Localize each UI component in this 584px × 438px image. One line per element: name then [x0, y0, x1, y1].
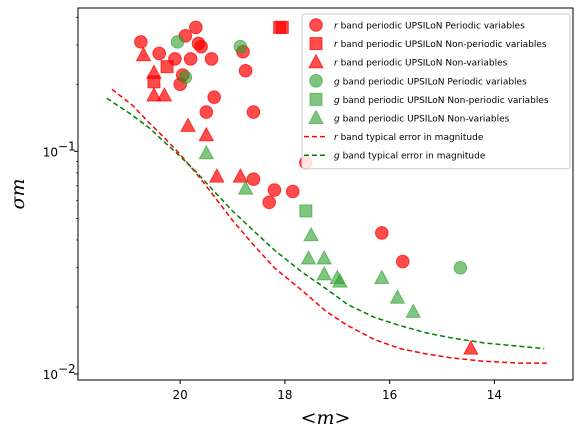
data-point-g-triangle	[199, 146, 213, 159]
data-point-g-circle	[234, 40, 247, 53]
data-point-g-circle	[454, 261, 467, 274]
data-point-r-circle	[205, 53, 218, 66]
data-point-r-circle	[247, 173, 260, 186]
data-point-r-circle	[239, 64, 252, 77]
data-point-r-circle	[263, 196, 276, 209]
data-point-g-triangle	[317, 251, 331, 264]
data-point-g-triangle	[304, 228, 318, 241]
data-point-r-circle	[184, 53, 197, 66]
legend-entry: r band periodic UPSILoN Periodic variabl…	[334, 22, 525, 32]
data-point-r-circle	[286, 185, 299, 198]
data-point-r-triangle	[136, 48, 150, 61]
data-point-g-circle	[179, 71, 192, 84]
legend-label: band periodic UPSILoN Non-variables	[340, 115, 510, 125]
data-point-r-circle	[376, 227, 389, 240]
legend-label: band typical error in magnitude	[338, 133, 484, 143]
legend-entry: r band typical error in magnitude	[334, 133, 484, 143]
data-point-g-triangle	[301, 251, 315, 264]
data-point-r-triangle	[199, 128, 213, 141]
legend-entry: g band typical error in magnitude	[334, 152, 486, 162]
legend-marker-g-square	[310, 93, 322, 105]
x-axis-label: <m>	[301, 407, 351, 429]
data-point-r-circle	[153, 47, 166, 60]
legend-label: band typical error in magnitude	[340, 152, 486, 162]
y-axis: 10−110−2	[43, 17, 78, 382]
y-tick-exponent: −1	[58, 139, 76, 153]
y-axis-label: σm	[7, 179, 29, 210]
y-tick-label: 10	[43, 368, 58, 382]
data-point-g-triangle	[375, 270, 389, 283]
data-point-r-circle	[135, 36, 148, 49]
data-point-g-circle	[171, 36, 184, 49]
data-point-r-circle	[247, 106, 260, 119]
data-point-r-triangle	[233, 169, 247, 182]
data-point-r-square	[161, 61, 173, 73]
data-point-r-circle	[200, 106, 213, 119]
data-point-r-square	[276, 21, 288, 33]
legend-entry: r band periodic UPSILoN Non-periodic var…	[334, 40, 547, 50]
x-axis: 20 18 16 14	[173, 380, 503, 402]
data-point-r-triangle	[157, 88, 171, 101]
legend: r band periodic UPSILoN Periodic variabl…	[302, 14, 570, 169]
data-point-r-circle	[396, 255, 409, 268]
legend-entry: g band periodic UPSILoN Non-periodic var…	[334, 96, 549, 106]
legend-marker-g-circle	[310, 75, 323, 88]
data-point-r-circle	[268, 184, 281, 197]
data-point-g-triangle	[391, 290, 405, 303]
data-point-r-triangle	[147, 65, 161, 78]
data-point-g-square	[300, 205, 312, 217]
legend-entry: r band periodic UPSILoN Non-variables	[334, 59, 508, 69]
legend-entry: g band periodic UPSILoN Non-variables	[334, 115, 510, 125]
data-point-g-triangle	[317, 267, 331, 280]
data-point-r-circle	[190, 21, 203, 34]
data-point-r-triangle	[181, 118, 195, 131]
legend-marker-r-square	[310, 38, 322, 50]
legend-label: band periodic UPSILoN Non-periodic varia…	[340, 96, 549, 106]
data-point-r-triangle	[210, 169, 224, 182]
legend-label: band periodic UPSILoN Non-periodic varia…	[338, 40, 547, 50]
legend-marker-r-circle	[310, 19, 323, 32]
x-tick-label: 20	[173, 388, 188, 402]
legend-entry: g band periodic UPSILoN Periodic variabl…	[334, 77, 527, 87]
legend-box	[302, 14, 570, 169]
x-tick-label: 18	[277, 388, 292, 402]
x-tick-label: 16	[382, 388, 397, 402]
data-point-r-triangle	[464, 341, 478, 354]
y-tick-exponent: −2	[58, 362, 76, 376]
legend-label: band periodic UPSILoN Non-variables	[338, 59, 508, 69]
legend-label: band periodic UPSILoN Periodic variables	[340, 77, 527, 87]
legend-label: band periodic UPSILoN Periodic variables	[338, 22, 525, 32]
data-point-r-circle	[195, 40, 208, 53]
data-point-r-circle	[208, 91, 221, 104]
data-point-g-triangle	[406, 304, 420, 317]
y-tick-label: 10	[43, 145, 58, 159]
x-tick-label: 14	[487, 388, 502, 402]
